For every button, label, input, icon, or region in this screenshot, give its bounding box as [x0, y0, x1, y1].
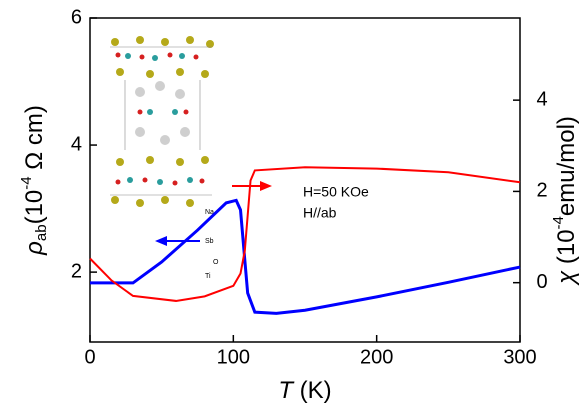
y-label-part: ρ — [21, 241, 48, 256]
y-label-part: (10 — [21, 190, 48, 225]
inset-label: Sb — [205, 238, 214, 245]
y-axis-label: ρab(10-4 Ω cm) — [18, 105, 50, 256]
x-tick-label: 0 — [84, 346, 95, 368]
y2-label-part: χ — [553, 270, 580, 286]
annotation: H//ab — [303, 205, 337, 221]
y-tick-label: 2 — [71, 260, 82, 282]
data-line — [90, 198, 521, 315]
arrow-head — [260, 181, 272, 191]
inset-label: Ti — [205, 273, 211, 280]
y-tick-label: 4 — [71, 133, 82, 155]
inset-structure — [110, 36, 214, 207]
y2-label-part: -4 — [550, 216, 567, 229]
y-label-part: Ω cm) — [21, 105, 48, 176]
x-tick-label: 300 — [503, 346, 536, 368]
inset-label: Na — [205, 209, 214, 216]
y-tick-label: 6 — [71, 6, 82, 28]
data-line — [89, 166, 521, 302]
x-axis-label: T (K) — [278, 377, 331, 404]
x-tick-label: 100 — [217, 346, 250, 368]
y-label-part: ab — [33, 224, 50, 241]
arrow-head — [155, 236, 167, 246]
x-label-part: T — [278, 377, 295, 404]
y2-label-part: (10 — [553, 229, 580, 270]
y2-axis-label: χ (10-4emu/mol) — [550, 116, 580, 286]
y-label-part: -4 — [18, 176, 35, 189]
plot-frame — [89, 17, 521, 343]
y2-tick-label: 2 — [536, 180, 547, 202]
y2-label-part: emu/mol) — [553, 116, 580, 216]
x-label-part: (K) — [293, 377, 332, 404]
x-tick-label: 200 — [360, 346, 393, 368]
annotation: H=50 KOe — [303, 184, 369, 200]
inset-label: O — [213, 259, 219, 266]
y2-tick-label: 4 — [536, 88, 547, 110]
y2-tick-label: 0 — [536, 271, 547, 293]
